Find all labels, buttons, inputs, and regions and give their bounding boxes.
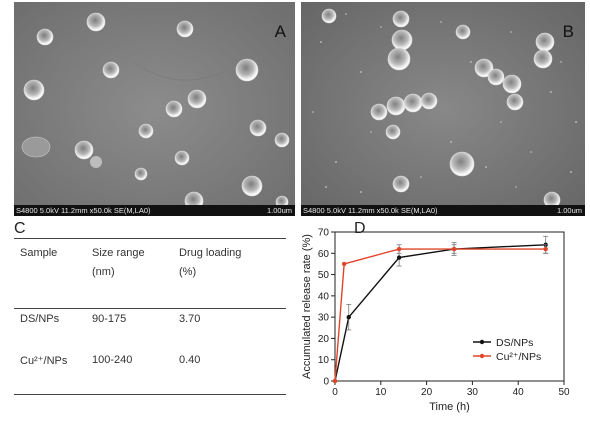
y-tick-label: 60 xyxy=(318,249,330,260)
header-sample: Sample xyxy=(20,247,58,259)
panel-letter-b: B xyxy=(562,22,574,41)
x-tick-label: 50 xyxy=(558,387,570,398)
table-top-rule xyxy=(14,238,286,239)
x-tick-label: 10 xyxy=(375,387,387,398)
sem-meta-a: S4800 5.0kV 11.2mm x50.0k SE(M,LA0) xyxy=(16,206,151,215)
row-2-size: 100-240 xyxy=(92,354,133,366)
release-chart: 0 10 20 30 40 50 0 10 20 30 40 50 60 70 Time (h) Accumu… xyxy=(301,228,570,414)
x-tick-label: 20 xyxy=(421,387,433,398)
y-tick-label: 0 xyxy=(323,377,329,388)
legend-label-1: DS/NPs xyxy=(496,337,533,349)
nanoparticle-table: C Sample Size range (nm) Drug loading (%… xyxy=(14,220,286,400)
data-point xyxy=(451,246,457,252)
legend-label-2: Cu²⁺/NPs xyxy=(496,351,541,363)
row-2-sample: Cu²⁺/NPs xyxy=(20,355,68,367)
header-loading-line1: Drug loading xyxy=(179,247,242,259)
sem-image-a: A S4800 5.0kV 11.2mm x50.0k SE(M,LA0) 1.… xyxy=(14,2,295,216)
plot-frame xyxy=(334,231,565,382)
y-axis-label: Accumulated release rate (%) xyxy=(301,234,313,379)
legend-marker-2 xyxy=(479,353,485,359)
y-tick-label: 30 xyxy=(318,313,330,324)
y-tick-label: 40 xyxy=(318,291,330,302)
row-1-sample: DS/NPs xyxy=(20,313,60,325)
row-1-loading: 3.70 xyxy=(179,313,201,325)
data-point xyxy=(346,314,351,320)
header-size-line2: (nm) xyxy=(92,266,115,278)
sem-info-bar-a: S4800 5.0kV 11.2mm x50.0k SE(M,LA0) 1.00… xyxy=(14,205,295,216)
release-chart-panel: 0 10 20 30 40 50 0 10 20 30 40 50 60 70 Time (h) Accumu… xyxy=(298,218,590,426)
legend-marker-1 xyxy=(479,339,485,345)
table-bottom-rule xyxy=(14,394,286,395)
x-tick-label: 0 xyxy=(332,387,338,398)
sem-info-bar-b: S4800 5.0kV 11.2mm x50.0k SE(M,LA0) 1.00… xyxy=(301,205,585,216)
sem-micrograph-b xyxy=(301,2,585,216)
data-point xyxy=(332,378,338,384)
y-tick-label: 20 xyxy=(318,334,330,345)
sem-micrograph-a xyxy=(14,2,295,216)
x-tick-label: 30 xyxy=(467,387,479,398)
panel-letter-d: D xyxy=(354,220,366,237)
data-point xyxy=(341,261,347,267)
header-loading-line2: (%) xyxy=(179,266,197,278)
y-tick-label: 70 xyxy=(318,228,330,239)
panel-letter-c: C xyxy=(14,220,26,237)
row-2-loading: 0.40 xyxy=(179,354,201,366)
x-axis-label: Time (h) xyxy=(429,401,470,413)
data-point xyxy=(396,255,402,260)
panel-letter-a: A xyxy=(274,22,286,41)
y-tick-label: 10 xyxy=(318,355,330,366)
header-size-line1: Size range xyxy=(92,247,145,259)
scale-label-b: 1.00um xyxy=(556,206,582,215)
sem-meta-b: S4800 5.0kV 11.2mm x50.0k SE(M,LA0) xyxy=(303,206,438,215)
row-1-size: 90-175 xyxy=(92,313,127,325)
y-tick-label: 50 xyxy=(318,270,330,281)
scale-label-a: 1.00um xyxy=(266,206,292,215)
sem-image-b: B S4800 5.0kV 11.2mm x50.0k SE(M,LA0) 1.… xyxy=(301,2,585,216)
data-point xyxy=(396,246,402,252)
x-tick-label: 40 xyxy=(513,387,525,398)
data-point xyxy=(543,246,548,252)
table-header-rule xyxy=(14,308,286,309)
